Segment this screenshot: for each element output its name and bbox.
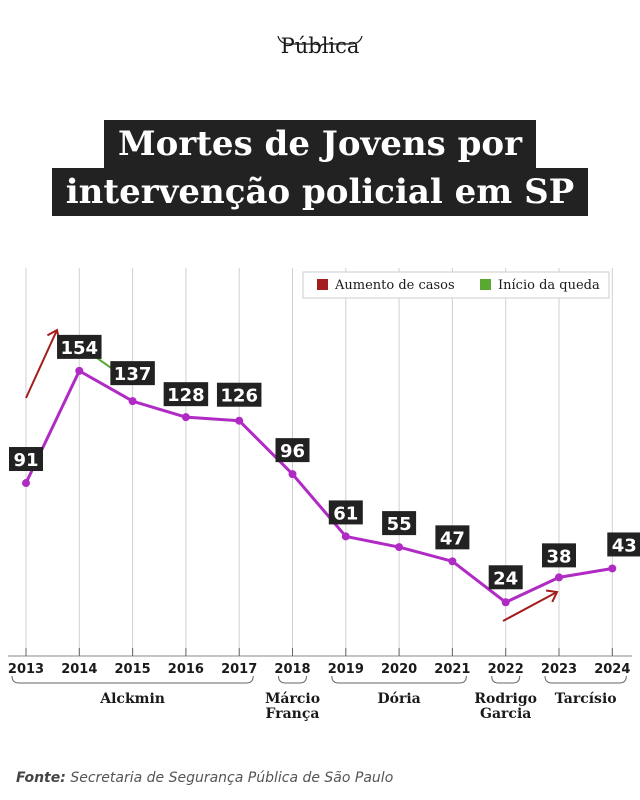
data-label-2013: 91 — [13, 450, 38, 471]
governor-bracket-1 — [278, 675, 307, 684]
logo-brace-icon — [277, 35, 363, 48]
data-label-2015: 137 — [114, 364, 152, 385]
data-label-bg-2013 — [9, 447, 43, 472]
tick-label-2016: 2016 — [168, 662, 204, 677]
tick-label-2018: 2018 — [274, 662, 310, 677]
data-label-2017: 126 — [220, 386, 258, 407]
tick-label-2014: 2014 — [61, 662, 97, 677]
line-chart: 2013 2014 2015 2016 2017 2018 2019 2020 2021 2022… — [8, 268, 640, 722]
governor-name-3-1: Garcia — [480, 706, 531, 722]
governor-name-1-0: Márcio — [265, 691, 320, 707]
governor-name-3-0: Rodrigo — [474, 691, 537, 707]
increase-arrow-2022 — [502, 589, 559, 622]
data-point-2021 — [448, 557, 457, 566]
data-label-bg-2015 — [110, 361, 155, 386]
data-point-2018 — [288, 470, 297, 479]
source-text: Secretaria de Segurança Pública de São P… — [70, 770, 394, 786]
data-point-2015 — [128, 397, 137, 406]
data-point-2020 — [395, 543, 404, 552]
data-point-2016 — [181, 413, 190, 422]
legend-label-1: Início da queda — [498, 278, 600, 293]
tick-label-2024: 2024 — [594, 662, 630, 677]
tick-label-2013: 2013 — [8, 662, 44, 677]
tick-label-2020: 2020 — [381, 662, 417, 677]
title-line-1: Mortes de Jovens por — [104, 120, 536, 168]
data-label-2024: 43 — [612, 535, 637, 556]
tick-label-2022: 2022 — [488, 662, 524, 677]
tick-label-2021: 2021 — [434, 662, 470, 677]
data-label-bg-2020 — [382, 511, 417, 536]
governor-name-0: Alckmin — [99, 691, 165, 707]
data-label-bg-2019 — [328, 500, 363, 525]
tick-label-2017: 2017 — [221, 662, 257, 677]
source-label: Fonte: — [16, 770, 66, 786]
source-note: Fonte: Secretaria de Segurança Pública d… — [16, 770, 393, 786]
legend-swatch-1 — [480, 279, 491, 290]
data-point-2024 — [608, 564, 617, 573]
data-label-2014: 154 — [61, 338, 99, 359]
governor-bracket-2 — [331, 675, 467, 684]
governor-bracket-3 — [491, 675, 521, 684]
data-label-2023: 38 — [546, 546, 571, 567]
tick-label-2023: 2023 — [541, 662, 577, 677]
data-point-2019 — [341, 532, 350, 541]
brand-logo: Pública — [0, 34, 640, 58]
data-label-bg-2022 — [488, 565, 523, 590]
governor-bracket-4 — [544, 675, 627, 684]
data-label-2016: 128 — [167, 385, 205, 406]
data-label-2018: 96 — [280, 441, 305, 462]
data-point-2023 — [555, 573, 563, 582]
data-label-bg-2016 — [163, 382, 209, 407]
data-label-2021: 47 — [440, 528, 465, 549]
data-label-bg-2018 — [275, 438, 310, 463]
page-title: Mortes de Jovens por intervenção policia… — [0, 120, 640, 216]
data-label-bg-2021 — [435, 525, 470, 550]
series-line — [24, 369, 613, 604]
legend-swatch-0 — [317, 279, 328, 290]
governor-name-1-1: França — [266, 706, 320, 722]
tick-label-2019: 2019 — [328, 662, 364, 677]
title-line-2: intervenção policial em SP — [51, 168, 589, 216]
governor-name-2: Dória — [377, 691, 420, 707]
increase-arrow-2013 — [25, 328, 61, 399]
data-point-2022 — [501, 598, 510, 607]
legend-label-0: Aumento de casos — [334, 278, 455, 293]
governor-bracket-0 — [11, 675, 254, 684]
data-point-2017 — [235, 416, 244, 425]
governor-name-4: Tarcísio — [555, 691, 617, 707]
data-label-bg-2024 — [607, 532, 640, 557]
data-label-2020: 55 — [387, 514, 412, 535]
data-label-bg-2017 — [216, 382, 262, 407]
tick-label-2015: 2015 — [115, 662, 151, 677]
data-label-bg-2014 — [57, 334, 102, 359]
legend-box — [302, 271, 610, 299]
data-label-2019: 61 — [333, 503, 358, 524]
data-point-2013 — [22, 479, 30, 488]
data-point-2014 — [75, 366, 84, 375]
data-label-2022: 24 — [493, 568, 518, 589]
data-label-bg-2023 — [542, 543, 576, 568]
